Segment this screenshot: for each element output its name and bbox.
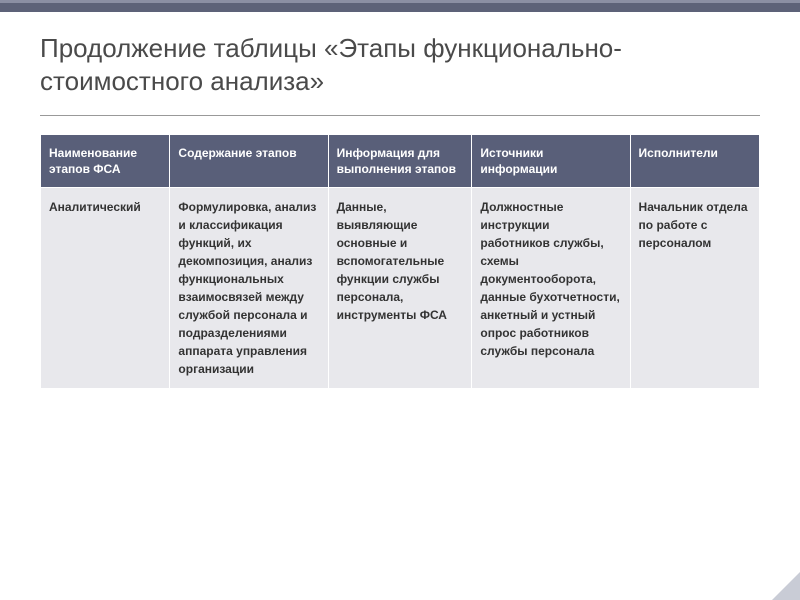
- col-header-2: Информация для выполнения этапов: [328, 135, 472, 188]
- table-header-row: Наименование этапов ФСА Содержание этапо…: [41, 135, 760, 188]
- col-header-3: Источники информации: [472, 135, 630, 188]
- slide-top-border: [0, 0, 800, 12]
- cell-0-2: Данные, выявляющие основные и вспомогате…: [328, 188, 472, 389]
- cell-0-0: Аналитический: [41, 188, 170, 389]
- cell-0-1: Формулировка, анализ и классификация фун…: [170, 188, 328, 389]
- corner-accent-icon: [772, 572, 800, 600]
- table-row: Аналитический Формулировка, анализ и кла…: [41, 188, 760, 389]
- col-header-1: Содержание этапов: [170, 135, 328, 188]
- col-header-0: Наименование этапов ФСА: [41, 135, 170, 188]
- cell-0-4: Начальник отдела по работе с персоналом: [630, 188, 759, 389]
- page-title: Продолжение таблицы «Этапы функционально…: [40, 32, 760, 97]
- cell-0-3: Должностные инструкции работников службы…: [472, 188, 630, 389]
- stages-table: Наименование этапов ФСА Содержание этапо…: [40, 134, 760, 389]
- col-header-4: Исполнители: [630, 135, 759, 188]
- slide-content: Продолжение таблицы «Этапы функционально…: [0, 12, 800, 409]
- title-block: Продолжение таблицы «Этапы функционально…: [40, 32, 760, 116]
